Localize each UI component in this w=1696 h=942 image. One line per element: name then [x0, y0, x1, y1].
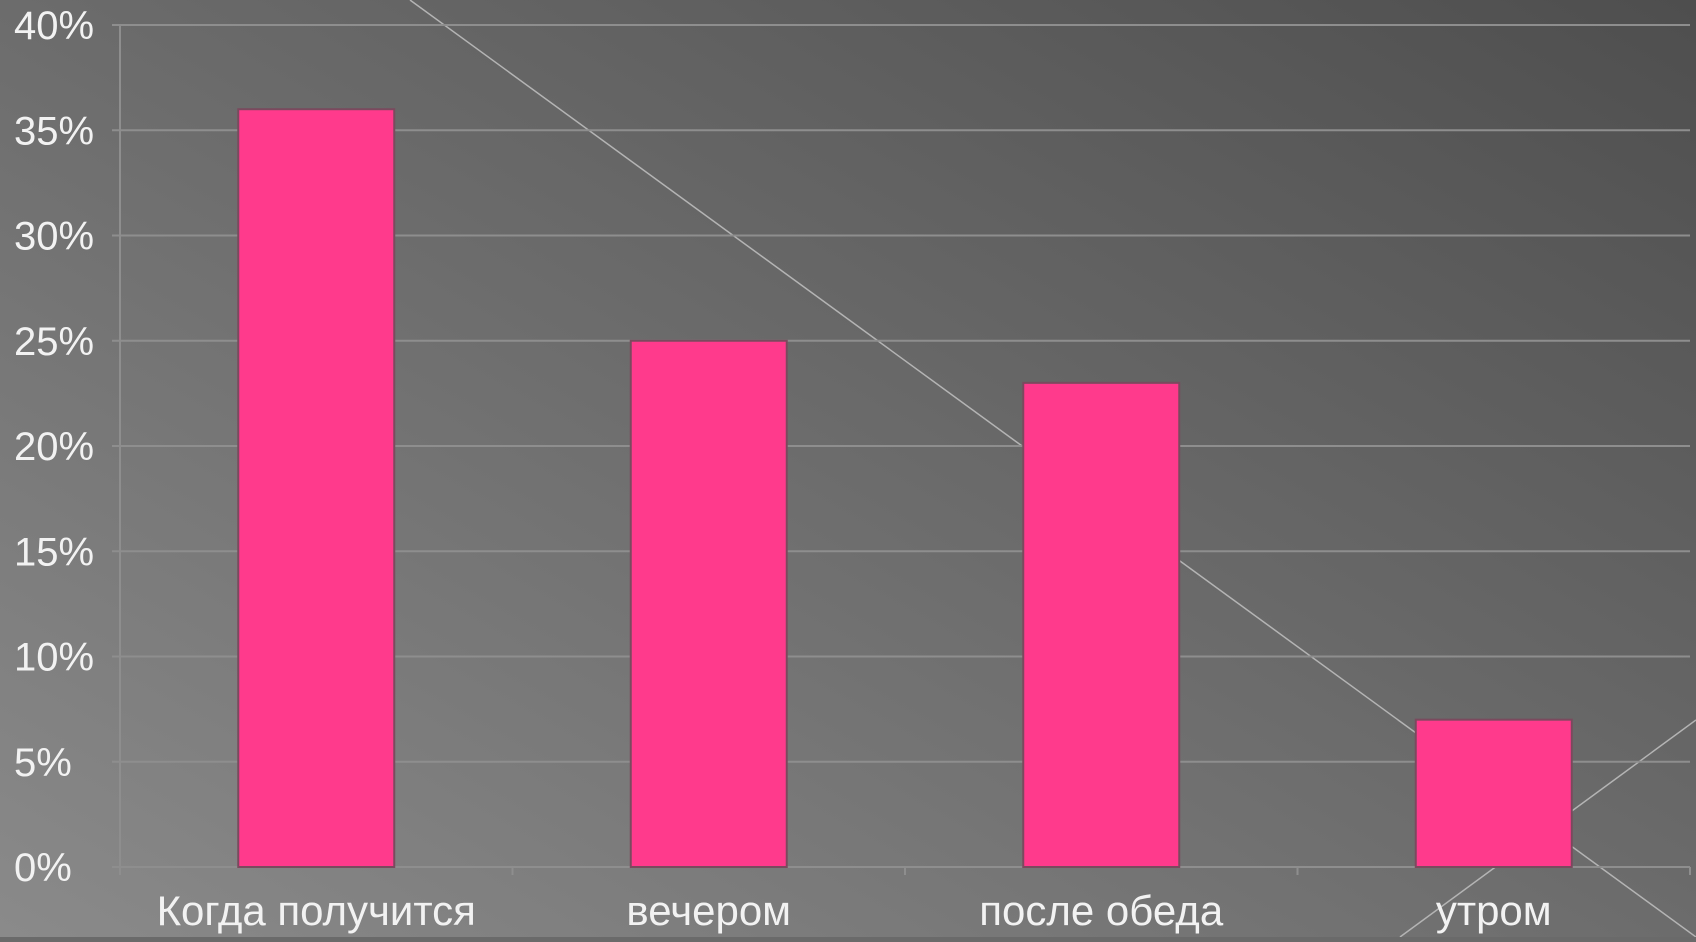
bar-1	[629, 339, 788, 868]
bar-3	[1414, 718, 1573, 869]
x-category-label: вечером	[626, 887, 791, 934]
y-tick-label: 40%	[14, 4, 94, 48]
y-tick-label: 10%	[14, 636, 94, 680]
y-tick-label: 30%	[14, 215, 94, 259]
y-tick-label: 0%	[14, 846, 72, 890]
x-category-label: утром	[1436, 887, 1552, 934]
bar-2	[1022, 381, 1181, 868]
bar-0	[237, 108, 396, 868]
y-tick-label: 5%	[14, 741, 72, 785]
x-category-label: Когда получится	[157, 887, 476, 934]
labels-layer: 0% 5% 10% 15% 20% 25% 30% 35% 40% Когда получится…	[14, 4, 1552, 934]
y-tick-label: 25%	[14, 320, 94, 364]
x-category-label: после обеда	[979, 887, 1224, 934]
y-tick-label: 15%	[14, 530, 94, 574]
bars-layer	[237, 108, 1573, 869]
y-tick-label: 20%	[14, 425, 94, 469]
y-tick-label: 35%	[14, 109, 94, 153]
